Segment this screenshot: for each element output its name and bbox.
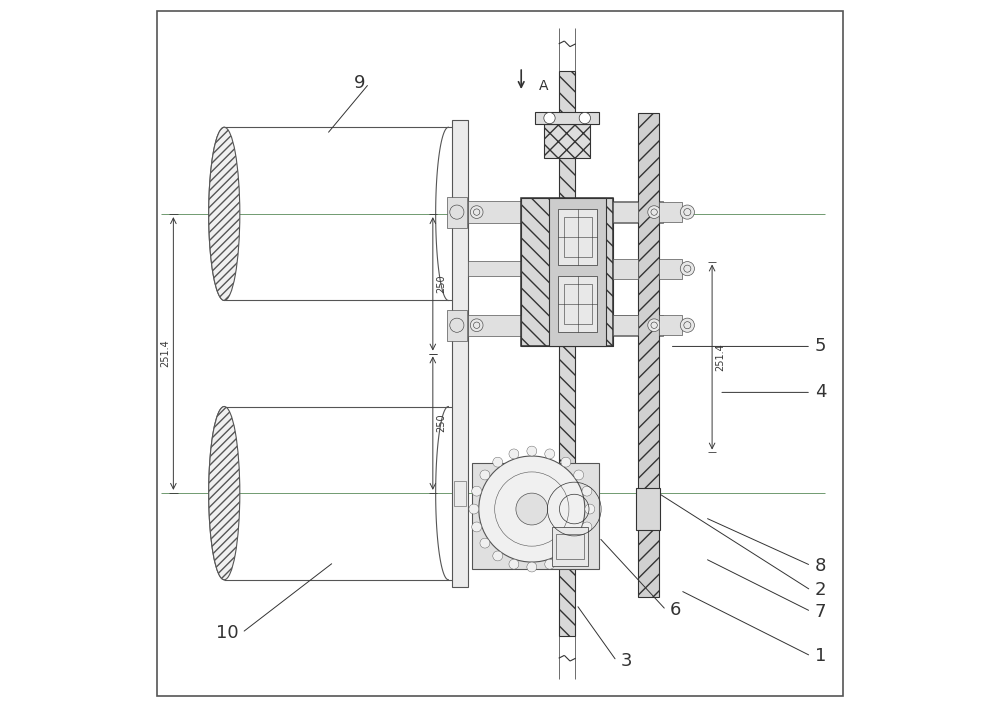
- Circle shape: [493, 457, 503, 467]
- Text: 250: 250: [436, 414, 446, 433]
- Bar: [544, 124, 590, 158]
- Circle shape: [480, 538, 490, 548]
- Circle shape: [582, 522, 592, 532]
- Bar: [613, 202, 638, 222]
- Bar: [564, 284, 592, 324]
- Circle shape: [527, 562, 537, 572]
- Circle shape: [545, 449, 555, 459]
- Circle shape: [680, 205, 694, 219]
- Bar: [468, 261, 521, 276]
- Circle shape: [545, 559, 555, 569]
- Bar: [558, 209, 597, 265]
- Bar: [558, 276, 597, 332]
- Bar: [447, 310, 467, 341]
- Bar: [468, 315, 521, 336]
- Text: 8: 8: [815, 556, 826, 575]
- Bar: [556, 534, 584, 559]
- Text: 10: 10: [216, 624, 238, 642]
- Ellipse shape: [209, 407, 240, 580]
- Bar: [613, 201, 663, 223]
- Circle shape: [574, 470, 584, 480]
- Bar: [521, 198, 613, 346]
- Circle shape: [472, 522, 482, 532]
- Circle shape: [479, 456, 585, 562]
- Text: 1: 1: [815, 647, 826, 665]
- Bar: [659, 259, 682, 279]
- Text: 251.4: 251.4: [716, 343, 726, 371]
- Circle shape: [470, 319, 483, 332]
- Text: 6: 6: [670, 601, 681, 619]
- Bar: [613, 259, 638, 279]
- Text: 3: 3: [620, 652, 632, 670]
- Circle shape: [582, 486, 592, 496]
- Text: A: A: [539, 79, 548, 93]
- Bar: [613, 315, 638, 335]
- Text: 250: 250: [436, 274, 446, 293]
- Circle shape: [470, 206, 483, 218]
- Bar: [564, 217, 592, 257]
- Bar: [447, 197, 467, 228]
- Bar: [559, 71, 575, 636]
- Circle shape: [516, 493, 548, 525]
- Circle shape: [648, 319, 660, 332]
- Bar: [535, 112, 599, 124]
- Circle shape: [561, 551, 571, 561]
- Text: 4: 4: [815, 383, 826, 402]
- Text: 5: 5: [815, 337, 826, 356]
- Circle shape: [527, 446, 537, 456]
- Circle shape: [509, 559, 519, 569]
- Circle shape: [509, 449, 519, 459]
- Circle shape: [574, 538, 584, 548]
- Bar: [659, 202, 682, 222]
- Bar: [452, 120, 468, 587]
- Bar: [468, 201, 521, 223]
- Circle shape: [648, 206, 660, 218]
- Bar: [454, 201, 466, 226]
- Bar: [472, 463, 599, 569]
- Bar: [659, 315, 682, 335]
- Bar: [454, 481, 466, 506]
- Text: 7: 7: [815, 602, 826, 621]
- Bar: [613, 315, 663, 336]
- Text: 9: 9: [354, 74, 366, 93]
- Circle shape: [680, 318, 694, 332]
- Bar: [613, 261, 663, 276]
- Bar: [521, 198, 613, 346]
- Circle shape: [561, 457, 571, 467]
- Bar: [552, 527, 588, 566]
- Circle shape: [480, 470, 490, 480]
- Bar: [636, 488, 660, 530]
- Bar: [638, 113, 659, 597]
- Text: 251.4: 251.4: [160, 339, 170, 368]
- Ellipse shape: [209, 127, 240, 300]
- Circle shape: [493, 551, 503, 561]
- Circle shape: [472, 486, 482, 496]
- Circle shape: [495, 472, 569, 546]
- Circle shape: [680, 262, 694, 276]
- Circle shape: [544, 112, 555, 124]
- Circle shape: [585, 504, 595, 514]
- Circle shape: [469, 504, 479, 514]
- Bar: [549, 198, 606, 346]
- Text: 2: 2: [815, 581, 826, 600]
- Circle shape: [579, 112, 590, 124]
